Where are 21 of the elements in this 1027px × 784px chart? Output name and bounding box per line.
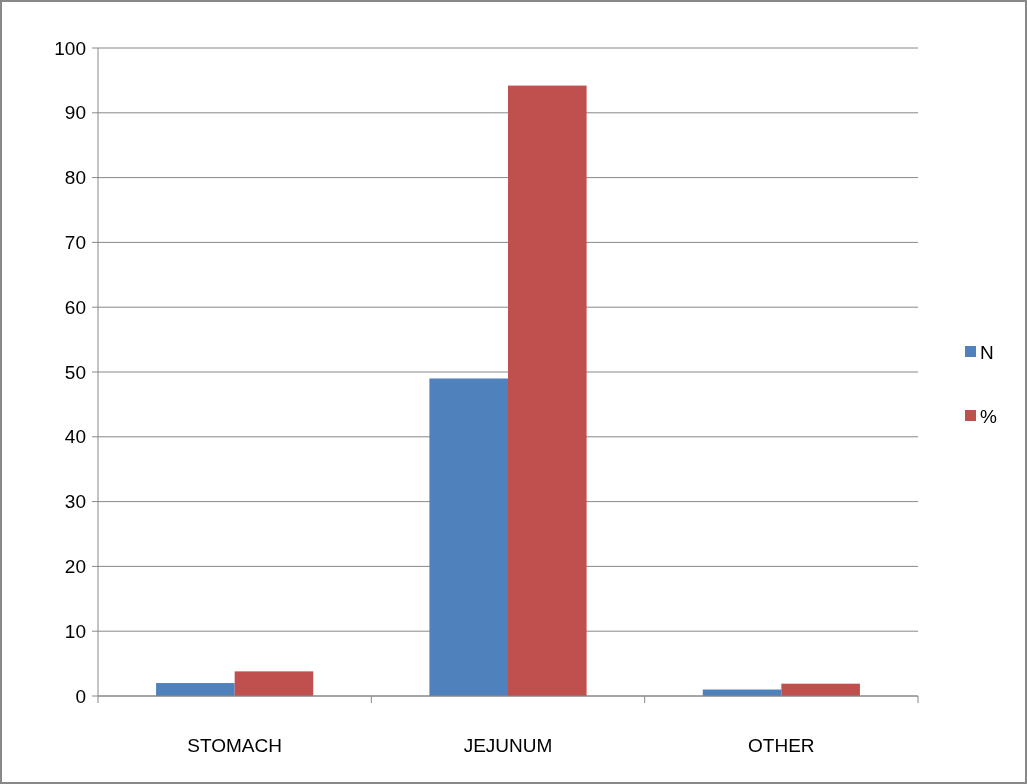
y-tick-label: 20 <box>64 556 86 578</box>
y-tick-label: 60 <box>64 296 86 318</box>
y-tick-label: 80 <box>64 167 86 189</box>
x-tick-label: STOMACH <box>187 735 282 756</box>
bar <box>234 671 314 696</box>
y-tick-label: 70 <box>64 232 86 254</box>
legend-label: N <box>980 341 994 363</box>
x-tick-label: OTHER <box>748 735 815 756</box>
bar <box>508 85 587 696</box>
y-tick-label: 90 <box>64 102 86 124</box>
y-tick-label: 0 <box>75 685 86 707</box>
bar <box>156 683 235 696</box>
y-tick-label: 30 <box>64 491 86 513</box>
bar <box>781 683 860 696</box>
y-tick-label: 40 <box>64 426 86 448</box>
legend-label: % <box>980 405 997 427</box>
bar <box>429 378 508 696</box>
y-tick-label: 100 <box>54 37 86 59</box>
y-tick-label: 10 <box>64 620 86 642</box>
y-tick-label: 50 <box>64 361 86 383</box>
x-tick-label: JEJUNUM <box>463 735 553 756</box>
